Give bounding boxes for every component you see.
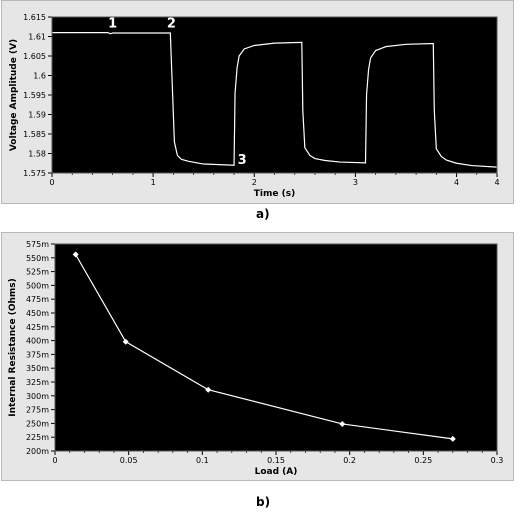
y-tick-label: 575m (26, 240, 49, 249)
y-tick-label: 1.61 (28, 33, 46, 42)
y-tick-label: 450m (26, 309, 49, 318)
x-tick-label: 0.2 (343, 456, 356, 465)
annotation-label: 2 (167, 17, 176, 32)
y-tick-label: 1.575 (23, 169, 46, 178)
y-tick-label: 275m (26, 406, 49, 415)
y-axis-label: Voltage Amplitude (V) (9, 39, 19, 151)
y-tick-label: 1.595 (23, 91, 46, 100)
plot-area (55, 244, 497, 451)
x-axis-label: Time (s) (254, 189, 295, 199)
y-tick-label: 425m (26, 323, 49, 332)
y-tick-label: 1.6 (33, 72, 46, 81)
chart-panel-b: 575m 550m 525m 500m 475m 450m 425m 400m 375m 350m… (1, 232, 514, 481)
data-point (339, 420, 346, 427)
x-tick-label: 0.05 (120, 456, 138, 465)
x-tick-label: 3 (353, 178, 358, 187)
y-tick-label: 200m (26, 447, 49, 456)
y-tick-label: 1.59 (28, 111, 46, 120)
data-point (72, 251, 79, 258)
y-tick-label: 300m (26, 392, 49, 401)
x-tick-label: 1 (151, 178, 156, 187)
annotation-label: 1 (108, 17, 117, 32)
y-tick-label: 350m (26, 364, 49, 373)
plot-border (54, 243, 498, 452)
y-tick-label: 500m (26, 281, 49, 290)
y-tick-label: 1.615 (23, 13, 46, 22)
plot-border (51, 16, 498, 174)
plot-area (52, 17, 497, 173)
y-tick-label: 1.605 (23, 52, 46, 61)
x-tick-label: 0 (52, 456, 57, 465)
y-tick-label: 250m (26, 419, 49, 428)
chart-panel-a: 1.615 1.61 1.605 1.6 1.595 1.59 1.585 1.58 1.575… (1, 0, 514, 204)
y-tick-label: 1.58 (28, 150, 46, 159)
panel-b-caption: b) (256, 495, 271, 509)
series-line (52, 32, 498, 168)
x-tick-label: 2 (252, 178, 257, 187)
data-point (122, 338, 129, 345)
y-tick-label: 375m (26, 350, 49, 359)
resistance-chart: 575m 550m 525m 500m 475m 450m 425m 400m 375m 350m… (8, 240, 504, 477)
x-tick-label: 0.3 (491, 456, 504, 465)
y-tick-label: 325m (26, 378, 49, 387)
x-axis-label: Load (A) (255, 467, 298, 477)
x-tick-label: 4 (494, 178, 499, 187)
y-tick-label: 400m (26, 337, 49, 346)
y-tick-label: 1.585 (23, 130, 46, 139)
x-tick-label: 4 (454, 178, 459, 187)
x-tick-label: 0.15 (267, 456, 285, 465)
annotation-label: 3 (238, 153, 247, 168)
x-tick-label: 0.1 (196, 456, 209, 465)
x-tick-label: 0 (49, 178, 54, 187)
x-tick-label: 0.25 (414, 456, 432, 465)
panel-a-caption: a) (256, 207, 270, 221)
y-tick-label: 225m (26, 433, 49, 442)
y-tick-label: 525m (26, 268, 49, 277)
y-axis-label: Internal Resistance (Ohms) (8, 278, 18, 417)
y-tick-label: 475m (26, 295, 49, 304)
voltage-chart: 1.615 1.61 1.605 1.6 1.595 1.59 1.585 1.58 1.575… (9, 13, 500, 199)
data-point (205, 386, 212, 393)
data-point (449, 435, 456, 442)
y-tick-label: 550m (26, 254, 49, 263)
